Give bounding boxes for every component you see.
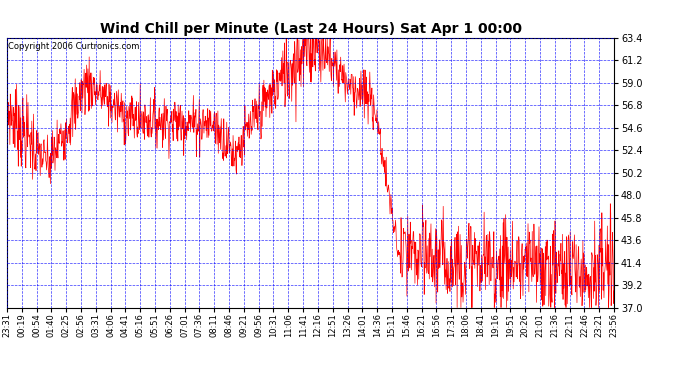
Title: Wind Chill per Minute (Last 24 Hours) Sat Apr 1 00:00: Wind Chill per Minute (Last 24 Hours) Sa… [99, 22, 522, 36]
Text: Copyright 2006 Curtronics.com: Copyright 2006 Curtronics.com [8, 42, 139, 51]
